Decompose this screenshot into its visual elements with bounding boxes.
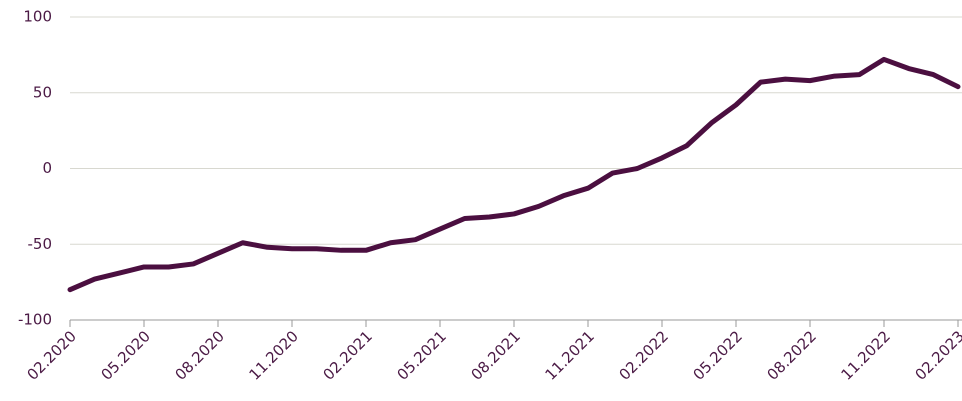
x-tick-label: 02.2020 [23, 327, 80, 384]
x-tick-label: 02.2021 [319, 327, 376, 384]
x-tick-label: 08.2022 [763, 327, 820, 384]
y-tick-label: -100 [18, 311, 52, 329]
x-tick-label: 02.2023 [911, 327, 962, 384]
x-tick-label: 08.2021 [467, 327, 524, 384]
y-tick-label: 0 [42, 159, 52, 177]
x-tick-label: 05.2021 [393, 327, 450, 384]
x-tick-label: 11.2020 [245, 327, 302, 384]
x-tick-label: 08.2020 [171, 327, 228, 384]
line [67, 56, 961, 293]
x-tick-label: 11.2021 [541, 327, 598, 384]
x-tick-label: 11.2022 [837, 327, 894, 384]
x-tick-label: 05.2020 [97, 327, 154, 384]
x-tick-label: 02.2022 [615, 327, 672, 384]
y-tick-label: 100 [23, 8, 52, 26]
y-tick-label: 50 [33, 83, 52, 101]
y-tick-label: -50 [28, 235, 53, 253]
x-tick-label: 05.2022 [689, 327, 746, 384]
